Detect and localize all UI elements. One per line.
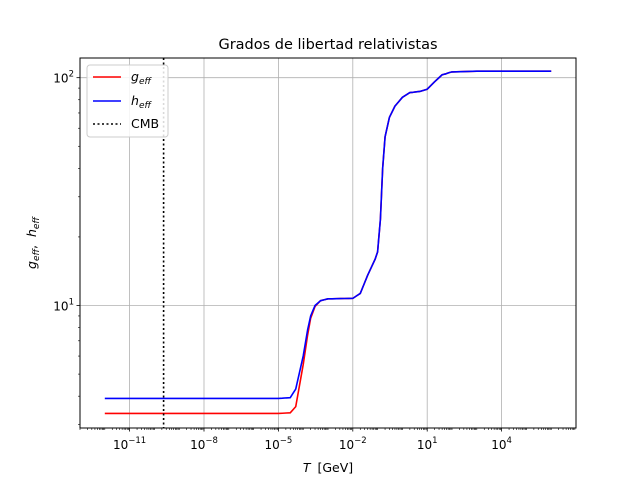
y-tick-label: 101 (53, 298, 74, 314)
x-tick-label: 10−2 (339, 436, 367, 452)
x-axis-label: T [GeV] (303, 460, 353, 475)
series-line-geff (104, 70, 552, 415)
legend-box (86, 64, 169, 138)
legend: geff heff CMB (86, 64, 169, 138)
legend-geff-base: g (131, 69, 139, 84)
legend-heff-sub: eff (139, 101, 153, 111)
y-label-h: h (24, 229, 39, 237)
legend-label-geff: geff (131, 69, 152, 87)
y-tick-exponent: 1 (69, 298, 74, 308)
legend-heff-base: h (131, 93, 139, 108)
y-label-g: g (24, 261, 39, 269)
x-tick-base: 10 (264, 438, 279, 452)
y-tick-base: 10 (53, 300, 68, 314)
axes-frame (79, 57, 577, 429)
y-axis-label: geff, heff (24, 216, 42, 269)
y-label-g-sub: eff (32, 247, 42, 261)
y-tick-base: 10 (53, 72, 68, 86)
x-axis-variable: T (303, 460, 312, 475)
legend-label-heff: heff (131, 93, 152, 111)
legend-geff-sub: eff (139, 77, 153, 87)
x-tick-label: 10−8 (190, 436, 218, 452)
series-line-heff (104, 70, 552, 400)
grid-lines (80, 58, 576, 428)
y-tick-label: 102 (53, 70, 74, 86)
y-label-sep: , (24, 237, 39, 249)
chart-title: Grados de libertad relativistas (218, 37, 437, 53)
x-tick-exponent: −5 (280, 436, 293, 446)
x-tick-base: 10 (417, 438, 432, 452)
x-tick-label: 10−5 (264, 436, 292, 452)
x-tick-base: 10 (491, 438, 506, 452)
x-tick-base: 10 (113, 438, 128, 452)
x-tick-label: 101 (417, 436, 438, 452)
x-tick-exponent: 1 (432, 436, 437, 446)
x-tick-exponent: −2 (354, 436, 367, 446)
x-tick-base: 10 (190, 438, 205, 452)
x-axis-unit: [GeV] (317, 460, 353, 475)
x-tick-label: 10−11 (113, 436, 146, 452)
legend-label-cmb: CMB (131, 116, 159, 131)
x-tick-exponent: 4 (507, 436, 512, 446)
y-tick-exponent: 2 (69, 70, 74, 80)
plot-area (104, 58, 552, 428)
x-tick-exponent: −8 (205, 436, 218, 446)
x-tick-base: 10 (339, 438, 354, 452)
y-label-h-sub: eff (32, 216, 42, 230)
x-tick-label: 104 (491, 436, 512, 452)
x-tick-exponent: −11 (128, 436, 146, 446)
